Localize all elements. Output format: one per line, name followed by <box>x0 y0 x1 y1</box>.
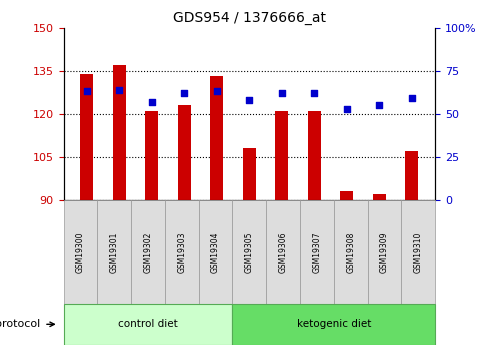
Bar <box>232 304 434 345</box>
Bar <box>145 111 158 200</box>
Bar <box>232 200 266 304</box>
Bar <box>307 111 320 200</box>
Bar <box>372 194 385 200</box>
Bar <box>266 200 300 304</box>
Point <box>407 96 415 101</box>
Point <box>310 90 318 96</box>
Bar <box>243 148 255 200</box>
Text: GSM19305: GSM19305 <box>244 231 253 273</box>
Bar <box>63 304 232 345</box>
Point <box>277 90 285 96</box>
Bar <box>178 105 190 200</box>
Text: control diet: control diet <box>118 319 178 329</box>
Bar <box>113 65 126 200</box>
Text: GSM19303: GSM19303 <box>177 231 186 273</box>
Bar <box>340 191 353 200</box>
Text: GSM19301: GSM19301 <box>109 231 119 273</box>
Text: GSM19304: GSM19304 <box>211 231 220 273</box>
Point <box>375 102 383 108</box>
Point <box>115 87 123 92</box>
Bar <box>210 77 223 200</box>
Bar <box>275 111 288 200</box>
Text: GSM19310: GSM19310 <box>413 231 422 273</box>
Bar <box>198 200 232 304</box>
Point <box>83 89 91 94</box>
Point <box>342 106 350 111</box>
Point <box>213 89 221 94</box>
Point <box>245 97 253 103</box>
Bar <box>367 200 401 304</box>
Bar <box>405 151 417 200</box>
Text: GSM19307: GSM19307 <box>312 231 321 273</box>
Bar <box>81 73 93 200</box>
Text: GSM19306: GSM19306 <box>278 231 287 273</box>
Text: GSM19308: GSM19308 <box>346 231 354 273</box>
Bar <box>164 200 198 304</box>
Text: GSM19302: GSM19302 <box>143 231 152 273</box>
Bar <box>401 200 434 304</box>
Bar <box>333 200 367 304</box>
Bar <box>97 200 131 304</box>
Bar <box>63 200 97 304</box>
Bar <box>131 200 164 304</box>
Point <box>180 90 188 96</box>
Title: GDS954 / 1376666_at: GDS954 / 1376666_at <box>173 11 325 25</box>
Bar <box>300 200 333 304</box>
Text: GSM19309: GSM19309 <box>379 231 388 273</box>
Text: GSM19300: GSM19300 <box>76 231 85 273</box>
Text: protocol: protocol <box>0 319 41 329</box>
Point <box>148 99 156 105</box>
Text: ketogenic diet: ketogenic diet <box>296 319 370 329</box>
